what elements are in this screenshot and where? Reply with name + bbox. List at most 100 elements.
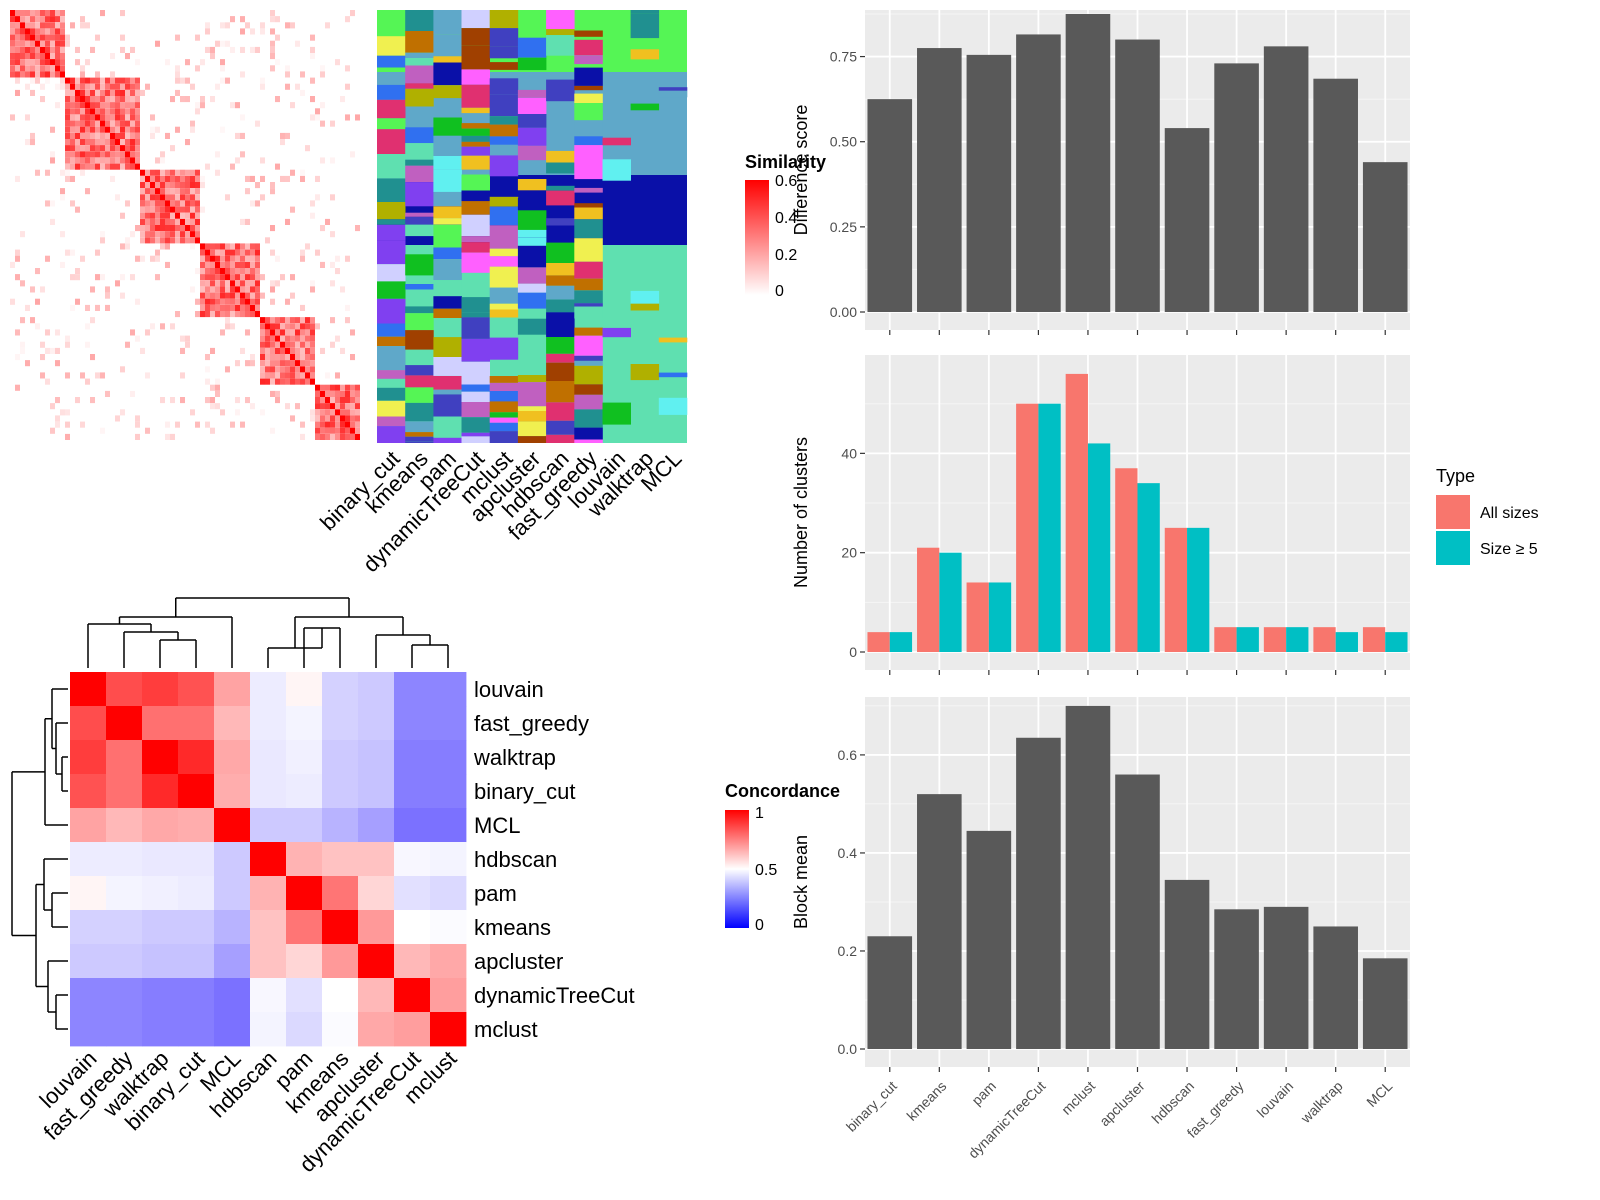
type-legend-swatch (1436, 531, 1470, 565)
similarity-cell (240, 255, 245, 262)
similarity-cell (95, 83, 100, 90)
similarity-cell (65, 77, 70, 84)
similarity-cell (320, 261, 325, 268)
similarity-cell (275, 280, 280, 287)
bar (917, 48, 962, 313)
concordance-cell (358, 706, 395, 741)
similarity-cell (130, 108, 135, 115)
assignment-cell (461, 236, 490, 243)
assignment-cell (517, 57, 547, 71)
assignment-cell (377, 84, 406, 100)
similarity-cell (90, 317, 95, 324)
similarity-cell (305, 145, 310, 152)
similarity-cell (50, 28, 55, 35)
similarity-legend-tick: 0 (775, 283, 784, 300)
assignment-cell (377, 224, 406, 241)
similarity-cell (195, 175, 200, 182)
similarity-cell (340, 286, 345, 293)
similarity-cell (185, 231, 190, 238)
similarity-cell (35, 169, 40, 176)
similarity-cell (50, 200, 55, 207)
similarity-cell (120, 96, 125, 103)
similarity-cell (275, 255, 280, 262)
similarity-cell (80, 120, 85, 127)
similarity-cell (165, 433, 170, 440)
similarity-cell (185, 182, 190, 189)
concordance-row-labels: louvainfast_greedywalktrapbinary_cutMCLh… (473, 677, 635, 1042)
similarity-cell (345, 390, 350, 397)
similarity-cell (170, 194, 175, 201)
similarity-cell (90, 286, 95, 293)
assignment-cell (546, 218, 575, 226)
similarity-cell (355, 427, 360, 434)
assignment-cell (461, 391, 490, 402)
similarity-cell (35, 298, 40, 305)
concordance-cell (430, 876, 467, 911)
similarity-cell (20, 10, 25, 17)
similarity-cell (55, 16, 60, 23)
similarity-cell (310, 114, 315, 121)
similarity-cell (300, 366, 305, 373)
similarity-cell (325, 421, 330, 428)
similarity-cell (145, 225, 150, 232)
similarity-cell (200, 175, 205, 182)
similarity-cell (170, 182, 175, 189)
similarity-cell (50, 22, 55, 29)
similarity-cell (220, 249, 225, 256)
similarity-cell (45, 347, 50, 354)
similarity-cell (200, 280, 205, 287)
similarity-cell (110, 77, 115, 84)
similarity-cell (165, 175, 170, 182)
y-tick-label: 40 (841, 445, 857, 461)
similarity-cell (310, 77, 315, 84)
similarity-cell (190, 188, 195, 195)
similarity-cell (80, 89, 85, 96)
similarity-cell (145, 200, 150, 207)
similarity-cell (50, 427, 55, 434)
concordance-cell (322, 978, 359, 1013)
bar-all-sizes (917, 547, 940, 652)
assignment-cell (489, 136, 519, 145)
similarity-cell (130, 89, 135, 96)
similarity-cell (55, 360, 60, 367)
similarity-cell (150, 126, 155, 133)
similarity-cell (30, 139, 35, 146)
y-tick-label: 0.0 (838, 1041, 858, 1057)
similarity-cell (180, 188, 185, 195)
assignment-cell (546, 29, 575, 35)
assignment-cell (517, 127, 547, 146)
similarity-cell (220, 65, 225, 72)
similarity-cell (110, 53, 115, 60)
similarity-cell (250, 274, 255, 281)
similarity-cell (195, 212, 200, 219)
assignment-cell (433, 34, 462, 57)
similarity-cell (300, 169, 305, 176)
similarity-cell (260, 323, 265, 330)
similarity-cell (15, 71, 20, 78)
assignment-cell (546, 242, 575, 263)
similarity-cell (175, 212, 180, 219)
similarity-cell (15, 22, 20, 29)
similarity-cell (60, 46, 65, 53)
similarity-cell (55, 65, 60, 72)
similarity-cell (330, 415, 335, 422)
similarity-cell (105, 292, 110, 299)
similarity-cell (130, 157, 135, 164)
similarity-cell (285, 378, 290, 385)
similarity-cell (260, 409, 265, 416)
similarity-cell (325, 433, 330, 440)
similarity-cell (85, 378, 90, 385)
concordance-cell (358, 978, 395, 1013)
similarity-cell (245, 280, 250, 287)
similarity-cell (250, 354, 255, 361)
similarity-cell (45, 71, 50, 78)
similarity-cell (165, 182, 170, 189)
assignment-cell (433, 62, 462, 86)
assignment-cell (377, 118, 406, 130)
similarity-cell (270, 360, 275, 367)
similarity-cell (195, 218, 200, 225)
similarity-cell (190, 126, 195, 133)
similarity-cell (280, 366, 285, 373)
similarity-cell (335, 384, 340, 391)
y-tick-label: 0.2 (838, 943, 858, 959)
